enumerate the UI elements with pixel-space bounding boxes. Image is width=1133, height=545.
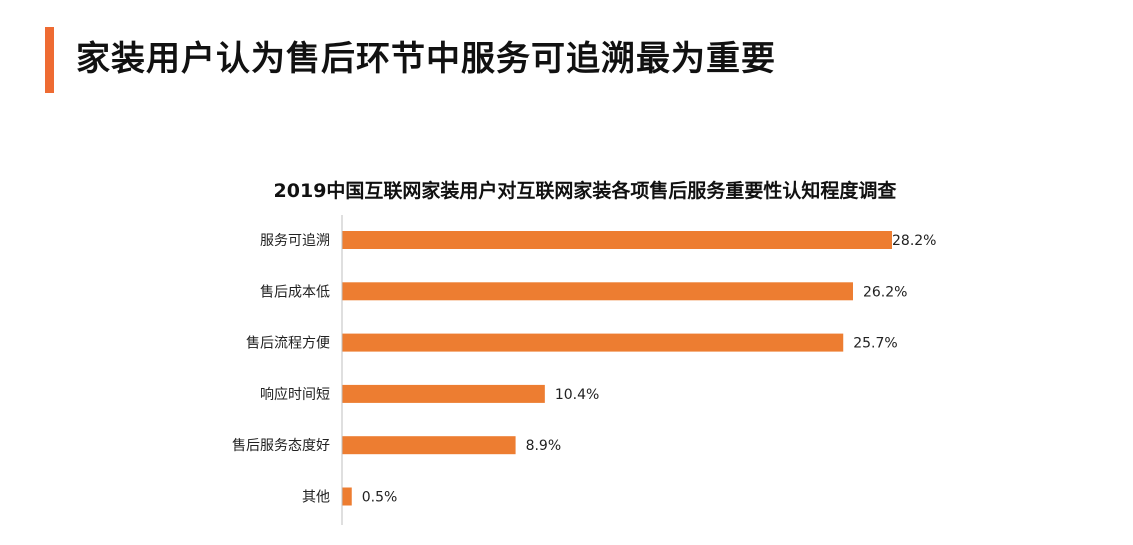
value-label: 10.4%: [555, 387, 599, 403]
bar: [342, 333, 844, 352]
bar: [342, 436, 516, 455]
value-label: 0.5%: [362, 490, 398, 506]
chart-title: 2019中国互联网家装用户对互联网家装各项售后服务重要性认知程度调查: [274, 179, 898, 202]
category-label: 服务可追溯: [260, 233, 330, 249]
category-label: 售后流程方便: [246, 336, 330, 352]
bar: [342, 231, 892, 249]
value-label: 28.2%: [892, 233, 936, 249]
category-label: 售后服务态度好: [232, 438, 330, 454]
value-label: 8.9%: [526, 438, 562, 454]
category-label: 其他: [302, 490, 330, 506]
bar: [342, 384, 545, 403]
bars-layer: 服务可追溯 28.2% 售后成本低 26.2% 售后流程方便 25.7% 响应时间短 10.4…: [232, 231, 936, 506]
bar: [342, 487, 352, 506]
value-label: 26.2%: [863, 284, 907, 300]
title-accent-bar: [45, 27, 54, 93]
page-title: 家装用户认为售后环节中服务可追溯最为重要: [76, 39, 776, 79]
value-label: 25.7%: [853, 336, 897, 352]
bar: [342, 282, 853, 301]
category-label: 售后成本低: [260, 284, 330, 300]
category-label: 响应时间短: [260, 386, 330, 403]
